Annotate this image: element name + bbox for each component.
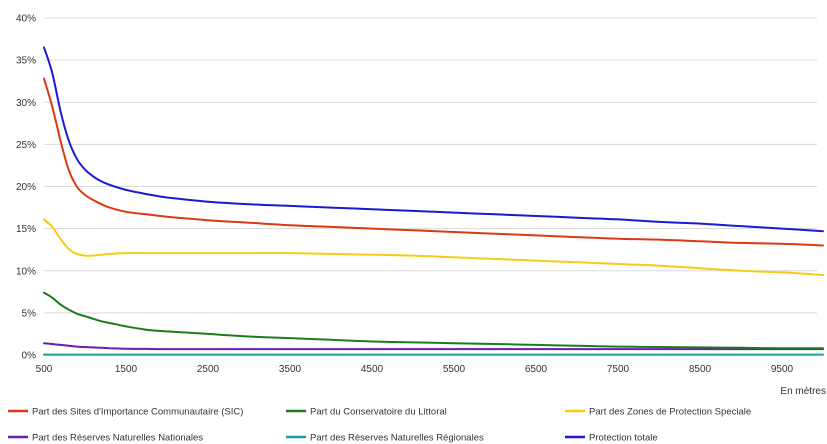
legend: Part des Sites d'Importance Communautair… <box>8 407 751 444</box>
series-line-0 <box>43 77 824 247</box>
series-line-5 <box>43 46 824 233</box>
series-line-3 <box>43 342 824 351</box>
y-tick-label: 10% <box>16 266 36 277</box>
y-tick-label: 35% <box>16 56 36 67</box>
legend-label: Part des Réserves Naturelles Nationales <box>32 433 203 444</box>
x-tick-label: 5500 <box>443 364 466 375</box>
y-tick-label: 15% <box>16 224 36 235</box>
x-tick-label: 1500 <box>115 364 138 375</box>
x-tick-label: 4500 <box>361 364 384 375</box>
x-tick-label: 8500 <box>689 364 712 375</box>
x-tick-label: 7500 <box>607 364 630 375</box>
legend-item: Protection totale <box>565 433 658 444</box>
legend-item: Part des Sites d'Importance Communautair… <box>8 407 243 418</box>
legend-item: Part du Conservatoire du Littoral <box>286 407 447 418</box>
legend-label: Part des Réserves Naturelles Régionales <box>310 433 484 444</box>
x-tick-label: 500 <box>36 364 53 375</box>
y-tick-label: 5% <box>22 308 37 319</box>
x-tick-label: 6500 <box>525 364 548 375</box>
y-tick-label: 40% <box>16 14 36 25</box>
x-tick-label: 2500 <box>197 364 220 375</box>
x-axis-label: En mètres <box>780 386 826 397</box>
legend-label: Protection totale <box>589 433 658 444</box>
x-tick-label: 9500 <box>771 364 794 375</box>
y-tick-label: 20% <box>16 182 36 193</box>
legend-label: Part des Zones de Protection Speciale <box>589 407 751 418</box>
legend-item: Part des Réserves Naturelles Nationales <box>8 433 203 444</box>
legend-item: Part des Réserves Naturelles Régionales <box>286 433 484 444</box>
gridlines <box>44 17 817 356</box>
legend-label: Part du Conservatoire du Littoral <box>310 407 447 418</box>
series-lines <box>43 46 824 356</box>
y-tick-label: 30% <box>16 98 36 109</box>
x-tick-label: 3500 <box>279 364 302 375</box>
legend-label: Part des Sites d'Importance Communautair… <box>32 407 243 418</box>
x-axis-tick-labels: 500 1500 2500 3500 4500 5500 6500 7500 8500 9500 <box>36 364 794 375</box>
y-tick-label: 25% <box>16 140 36 151</box>
series-line-1 <box>43 291 824 350</box>
y-axis-tick-labels: 0% 5% 10% 15% 20% 25% 30% 35% 40% <box>16 14 36 362</box>
series-line-2 <box>43 218 824 276</box>
legend-item: Part des Zones de Protection Speciale <box>565 407 751 418</box>
y-tick-label: 0% <box>22 351 37 362</box>
